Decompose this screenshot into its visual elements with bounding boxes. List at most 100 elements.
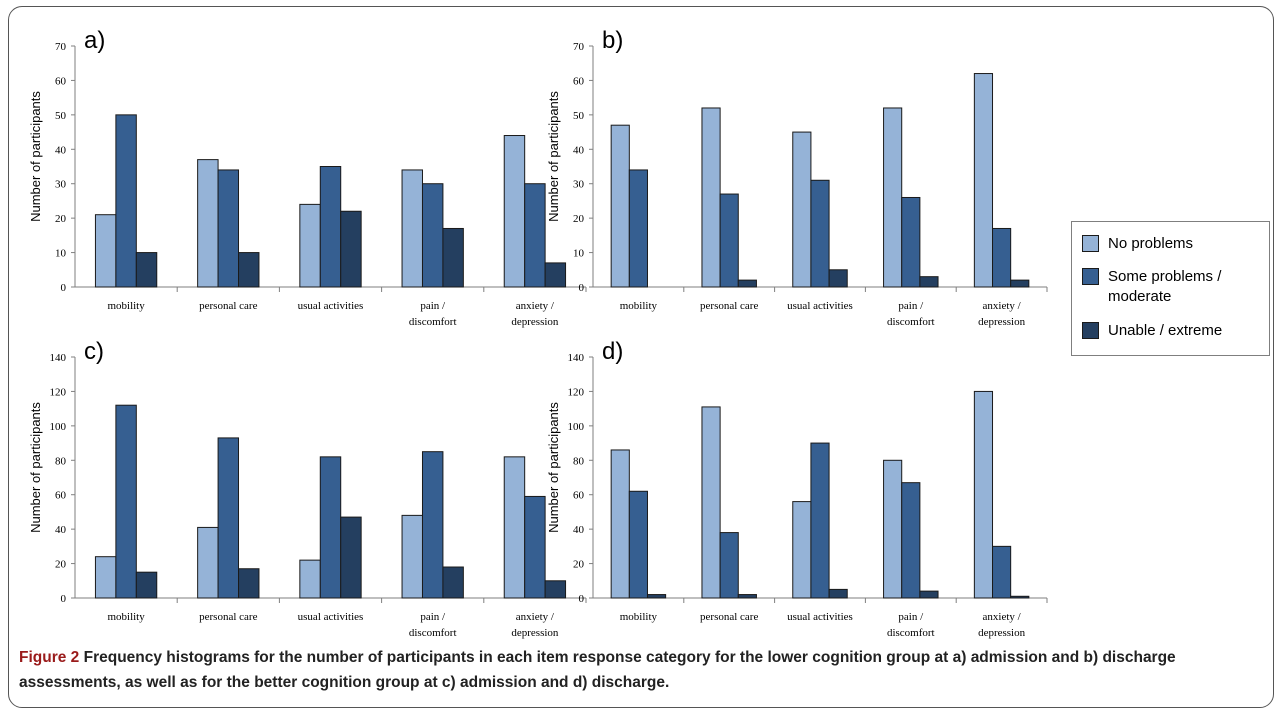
x-category-label: usual activities (787, 300, 853, 312)
y-tick-label: 20 (573, 559, 585, 571)
y-tick-label: 60 (573, 490, 585, 502)
bar-pain-discomfort-unable-extreme (442, 566, 464, 599)
bar-usual-activities-some-problems-moderate (810, 442, 830, 599)
bar-personal-care-unable-extreme (238, 568, 260, 599)
y-tick-label: 120 (50, 386, 67, 398)
y-tick-label: 80 (55, 455, 67, 467)
bar-pain-discomfort-no-problems (883, 459, 903, 599)
y-tick-label: 40 (55, 524, 67, 536)
x-category-label: pain / discomfort (409, 300, 457, 328)
y-tick-label: 70 (55, 41, 67, 53)
x-category-label: mobility (620, 300, 658, 312)
panel-label: a) (84, 27, 105, 54)
x-category-label: mobility (107, 611, 145, 623)
bar-pain-discomfort-no-problems (401, 169, 423, 288)
y-tick-label: 100 (568, 421, 585, 433)
bar-pain-discomfort-no-problems (401, 514, 423, 599)
chart-panel-d: 0 20 40 60 80 100 120 140 Number of participants… (546, 338, 1048, 639)
y-tick-label: 0 (61, 593, 67, 605)
y-tick-label: 60 (55, 490, 67, 502)
x-category-label: pain / discomfort (887, 300, 935, 328)
panel-label: d) (602, 338, 623, 365)
bar-personal-care-no-problems (701, 406, 721, 599)
bar-mobility-some-problems-moderate (628, 169, 648, 288)
bar-mobility-no-problems (610, 449, 630, 599)
bar-pain-discomfort-no-problems (883, 107, 903, 288)
bar-personal-care-some-problems-moderate (719, 193, 739, 288)
bar-anxiety-depression-some-problems-moderate (992, 545, 1012, 599)
y-tick-label: 120 (568, 386, 585, 398)
y-tick-label: 140 (50, 352, 67, 364)
chart-panel-a: 0 10 20 30 40 50 60 70 Number of participants a) m… (28, 27, 587, 328)
x-category-label: personal care (199, 611, 257, 623)
x-category-label: personal care (700, 300, 758, 312)
y-tick-label: 40 (55, 144, 67, 156)
legend-item-no-problems: No problems (1082, 234, 1268, 254)
x-category-label: anxiety / depression (511, 300, 559, 328)
bar-mobility-some-problems-moderate (115, 404, 137, 599)
y-tick-label: 0 (579, 282, 585, 294)
bar-anxiety-depression-unable-extreme (1010, 279, 1030, 288)
caption-text: Frequency histograms for the number of p… (19, 649, 1176, 691)
caption-figure-number: Figure 2 (19, 649, 80, 666)
x-category-label: usual activities (787, 611, 853, 623)
bar-personal-care-unable-extreme (737, 279, 757, 288)
bar-usual-activities-unable-extreme (340, 516, 362, 599)
bar-anxiety-depression-unable-extreme (1010, 595, 1030, 599)
legend-item-some-problems: Some problems / moderate (1082, 267, 1268, 307)
x-category-label: personal care (700, 611, 758, 623)
figure-caption: Figure 2 Frequency histograms for the nu… (19, 645, 1259, 695)
bar-usual-activities-some-problems-moderate (319, 166, 342, 288)
bar-anxiety-depression-no-problems (973, 390, 994, 599)
x-category-label: personal care (199, 300, 257, 312)
y-tick-label: 100 (50, 421, 67, 433)
y-tick-label: 70 (573, 41, 585, 53)
y-tick-label: 50 (573, 110, 585, 122)
y-tick-label: 140 (568, 352, 585, 364)
bar-personal-care-some-problems-moderate (217, 169, 240, 288)
legend-swatch (1082, 322, 1099, 339)
x-category-label: pain / discomfort (409, 611, 457, 639)
bar-pain-discomfort-some-problems-moderate (901, 482, 921, 599)
bar-pain-discomfort-some-problems-moderate (421, 451, 444, 599)
legend-label: Unable / extreme (1108, 322, 1223, 339)
bar-personal-care-no-problems (701, 107, 721, 288)
bar-usual-activities-some-problems-moderate (319, 456, 342, 599)
bar-personal-care-some-problems-moderate (719, 532, 739, 599)
x-category-label: anxiety / depression (978, 611, 1026, 639)
bar-mobility-some-problems-moderate (115, 114, 137, 288)
y-axis-label: Number of participants (28, 402, 43, 533)
y-tick-label: 60 (55, 75, 67, 87)
chart-panel-b: 0 10 20 30 40 50 60 70 Number of participants b) m… (546, 27, 1048, 328)
y-tick-label: 30 (573, 179, 585, 191)
bar-mobility-unable-extreme (135, 252, 158, 288)
y-tick-label: 30 (55, 179, 67, 191)
bar-usual-activities-no-problems (299, 559, 321, 599)
panel-label: b) (602, 27, 623, 54)
chart-panel-c: 0 20 40 60 80 100 120 140 Number of participants… (28, 338, 587, 639)
bar-anxiety-depression-some-problems-moderate (524, 183, 546, 288)
x-category-label: anxiety / depression (511, 611, 559, 639)
bar-usual-activities-no-problems (792, 131, 812, 288)
y-tick-label: 10 (55, 248, 67, 260)
y-axis-label: Number of participants (28, 91, 43, 222)
bar-usual-activities-no-problems (792, 501, 812, 599)
bar-mobility-unable-extreme (135, 571, 158, 599)
bar-usual-activities-unable-extreme (828, 269, 848, 288)
legend-label: Some problems / moderate (1108, 268, 1222, 305)
bar-usual-activities-unable-extreme (340, 210, 362, 288)
bar-anxiety-depression-no-problems (973, 73, 994, 288)
bar-mobility-no-problems (94, 556, 117, 599)
y-axis-label: Number of participants (546, 91, 561, 222)
y-tick-label: 40 (573, 524, 585, 536)
bar-anxiety-depression-no-problems (503, 456, 526, 599)
bar-anxiety-depression-some-problems-moderate (524, 495, 546, 599)
figure-charts: 0 10 20 30 40 50 60 70 Number of participants a) m… (28, 27, 1048, 639)
bar-mobility-no-problems (610, 124, 630, 288)
bar-usual-activities-some-problems-moderate (810, 179, 830, 288)
bar-pain-discomfort-some-problems-moderate (421, 183, 444, 288)
legend-label: No problems (1108, 235, 1194, 252)
bar-anxiety-depression-no-problems (503, 135, 526, 288)
bar-anxiety-depression-some-problems-moderate (992, 227, 1012, 288)
bar-usual-activities-no-problems (299, 203, 321, 288)
